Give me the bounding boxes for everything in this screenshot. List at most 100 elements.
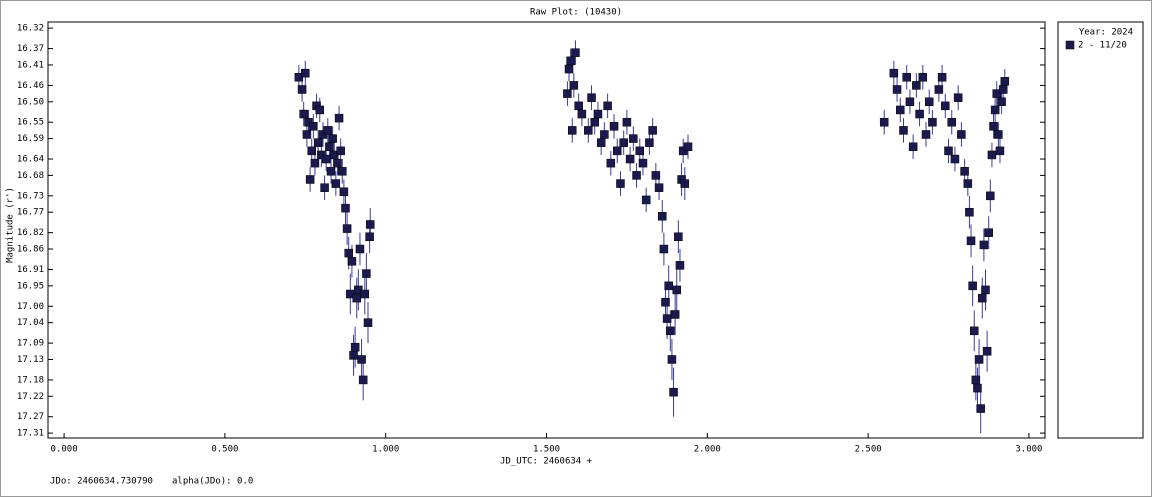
data-point: [352, 293, 361, 303]
data-point: [587, 93, 596, 102]
data-point: [297, 85, 307, 94]
data-point: [1000, 77, 1010, 86]
data-point: [905, 97, 915, 107]
data-point: [339, 187, 349, 197]
data-point: [362, 269, 371, 278]
x-tick-label: 2.500: [855, 445, 882, 455]
data-point: [662, 314, 672, 323]
data-point: [924, 97, 934, 107]
data-point: [659, 244, 669, 254]
data-point: [635, 146, 645, 156]
data-point: [921, 130, 931, 139]
data-point: [947, 117, 956, 127]
data-point: [960, 167, 969, 176]
y-tick-label: 16.41: [17, 60, 44, 70]
data-point: [360, 289, 370, 299]
y-tick-label: 16.82: [17, 228, 44, 238]
data-point: [965, 207, 974, 217]
data-point: [629, 134, 638, 143]
data-point: [675, 261, 685, 270]
y-tick-label: 17.27: [17, 412, 44, 422]
chart-title: Raw Plot: (10430): [530, 8, 622, 18]
data-point: [584, 126, 593, 135]
data-point: [654, 183, 664, 192]
data-point: [899, 126, 908, 135]
data-point: [641, 195, 651, 205]
data-point: [979, 240, 989, 250]
data-point: [908, 142, 918, 152]
data-point: [590, 117, 599, 127]
data-point: [918, 72, 928, 82]
data-point: [593, 109, 603, 119]
data-point: [683, 142, 693, 152]
y-tick-label: 17.18: [17, 375, 44, 385]
data-point: [350, 342, 360, 352]
data-point: [645, 138, 654, 147]
data-point: [672, 285, 682, 295]
data-point: [680, 179, 690, 188]
data-point: [664, 281, 673, 291]
data-point: [334, 113, 344, 123]
legend-box: [1057, 21, 1144, 439]
data-point: [625, 154, 635, 164]
data-point: [363, 318, 373, 327]
y-tick-label: 16.32: [17, 24, 44, 34]
data-point: [574, 101, 583, 111]
data-point: [982, 347, 992, 356]
data-point: [953, 93, 963, 102]
y-tick-label: 16.77: [17, 208, 44, 218]
data-point: [336, 146, 345, 156]
x-tick-label: 3.000: [1015, 445, 1042, 455]
data-point: [941, 101, 950, 111]
y-tick-label: 16.37: [17, 44, 44, 54]
x-tick-label: 2.000: [694, 445, 721, 455]
data-point: [328, 134, 337, 143]
data-point: [338, 167, 347, 176]
y-tick-label: 17.09: [17, 339, 44, 349]
data-point: [984, 228, 993, 237]
data-point: [966, 236, 976, 246]
data-point: [358, 375, 368, 385]
y-tick-label: 16.91: [17, 265, 44, 275]
plot-area: [47, 21, 1046, 439]
y-tick-label: 17.00: [17, 302, 44, 312]
data-point: [670, 310, 680, 319]
data-point: [981, 285, 990, 295]
y-tick-label: 17.13: [17, 355, 44, 365]
data-point: [968, 281, 977, 291]
data-point: [355, 244, 365, 254]
data-point: [357, 355, 366, 364]
x-axis-label: JD_UTC: 2460634 +: [500, 457, 593, 467]
data-point: [976, 404, 985, 413]
x-tick-label: 1.500: [533, 445, 560, 455]
x-tick-label: 0.500: [211, 445, 238, 455]
data-point: [600, 130, 609, 139]
data-point: [928, 117, 937, 127]
data-point: [606, 158, 616, 168]
data-point: [997, 97, 1006, 107]
data-point: [301, 68, 310, 78]
y-tick-label: 16.59: [17, 134, 44, 144]
data-point: [978, 293, 987, 303]
data-point: [638, 158, 648, 168]
footer-text: alpha(JDo): 0.0: [172, 477, 253, 487]
data-point: [310, 158, 320, 168]
data-point: [986, 191, 995, 201]
data-point: [892, 85, 902, 94]
y-tick-label: 17.31: [17, 429, 44, 439]
data-point: [366, 220, 375, 229]
y-tick-label: 17.04: [17, 318, 44, 328]
data-point: [571, 48, 580, 57]
data-point: [990, 105, 1000, 115]
data-point: [973, 383, 982, 393]
data-point: [564, 64, 574, 74]
data-point: [950, 154, 960, 164]
data-point: [616, 179, 625, 188]
y-tick-label: 16.55: [17, 118, 44, 128]
data-point: [651, 171, 661, 180]
data-point: [969, 326, 979, 336]
data-point: [937, 72, 947, 82]
data-point: [566, 56, 575, 66]
data-point: [667, 355, 677, 364]
